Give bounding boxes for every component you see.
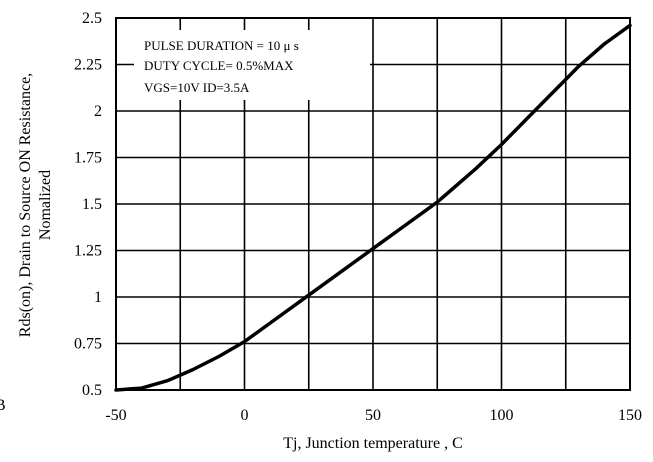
y-tick-label: 2.25 [74, 57, 102, 74]
y-axis-title-line: Rds(on), Drain to Source ON Resistance, [17, 73, 34, 337]
y-tick-label: 1.25 [74, 243, 102, 260]
y-axis-title: Rds(on), Drain to Source ON Resistance, … [17, 73, 54, 337]
series-line [114, 23, 632, 392]
y-tick-label: 1 [94, 289, 102, 306]
annotation-line: DUTY CYCLE= 0.5%MAX [144, 58, 294, 73]
y-tick-label: 1.5 [82, 196, 102, 213]
y-axis-title-line: Nomalized [37, 170, 54, 240]
x-tick-label: 50 [365, 407, 381, 424]
x-tick-label: 0 [241, 407, 249, 424]
y-tick-label: 0.5 [82, 382, 102, 399]
plot-frame [115, 17, 631, 391]
x-tick-label: 150 [618, 407, 642, 424]
annotation-box: PULSE DURATION = 10 μ s DUTY CYCLE= 0.5%… [134, 30, 370, 100]
y-tick-label: 1.75 [74, 150, 102, 167]
x-tick-label: -50 [105, 407, 126, 424]
x-axis-title: Tj, Junction temperature , C [283, 435, 463, 452]
x-tick-label: 100 [490, 407, 514, 424]
curve-layer [114, 23, 632, 392]
y-tick-label: 2.5 [82, 10, 102, 27]
annotation-background [134, 30, 370, 100]
annotation-line: PULSE DURATION = 10 μ s [144, 38, 299, 53]
tick-labels: 0.5 0.75 1 1.25 1.5 1.75 2 2.25 2.5 -50 0 50 100 150 [74, 10, 642, 424]
y-tick-label: 2 [94, 103, 102, 120]
annotation-line: VGS=10V ID=3.5A [144, 80, 250, 95]
stray-glyph: B [0, 397, 6, 414]
y-tick-label: 0.75 [74, 336, 102, 353]
